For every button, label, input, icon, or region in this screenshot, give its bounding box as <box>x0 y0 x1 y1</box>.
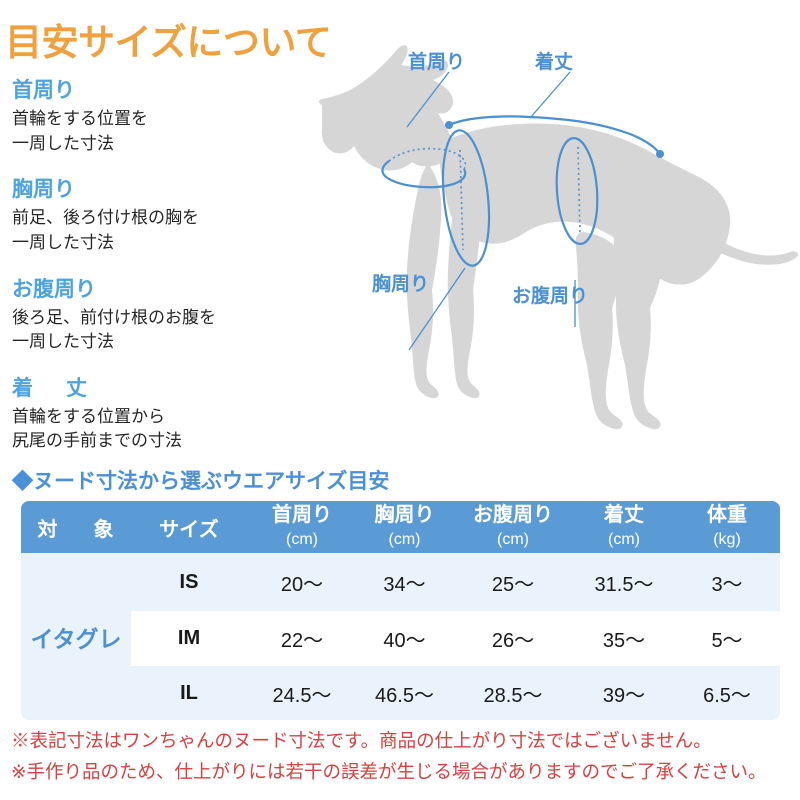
svg-text:着丈: 着丈 <box>535 50 573 73</box>
svg-text:お腹周り: お腹周り <box>512 284 588 307</box>
svg-text:首周り: 首周り <box>408 50 465 73</box>
svg-text:胸周り: 胸周り <box>372 272 429 295</box>
